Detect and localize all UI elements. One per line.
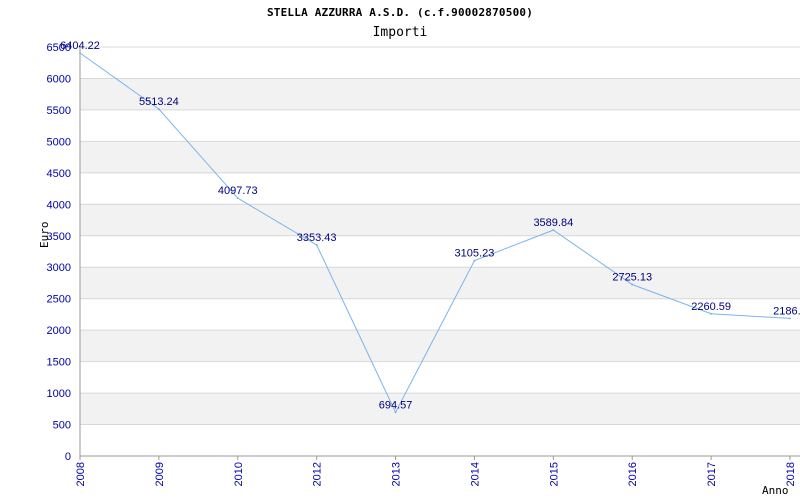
x-tick-label: 2017	[706, 462, 718, 486]
data-label: 3353.43	[297, 232, 337, 244]
chart-title: STELLA AZZURRA A.S.D. (c.f.90002870500)	[266, 6, 534, 19]
x-axis-label: Anno	[762, 484, 789, 497]
y-tick-label: 5500	[47, 105, 71, 117]
x-tick-label: 2016	[627, 462, 639, 486]
data-point	[79, 52, 81, 55]
data-point	[789, 317, 791, 320]
x-tick-label: 2008	[75, 462, 87, 486]
grid-band	[80, 78, 800, 110]
y-tick-label: 4000	[47, 199, 71, 211]
y-tick-label: 2500	[47, 294, 71, 306]
x-tick-label: 2009	[154, 462, 166, 486]
x-tick-label: 2018	[785, 462, 797, 486]
y-tick-label: 1000	[47, 388, 71, 400]
data-point	[157, 108, 160, 111]
y-axis-label: Euro	[38, 221, 51, 249]
data-point	[473, 259, 476, 262]
y-tick-label: 3500	[47, 231, 71, 243]
data-label: 3105.23	[455, 248, 495, 260]
data-label: 5513.24	[139, 96, 179, 108]
y-tick-label: 3000	[47, 262, 71, 274]
y-tick-label: 1500	[47, 357, 71, 369]
data-point	[552, 229, 555, 232]
x-tick-label: 2014	[469, 462, 481, 486]
data-label: 6404.22	[60, 40, 100, 52]
series-line	[79, 52, 791, 414]
grid-band	[80, 330, 800, 362]
data-label: 4097.73	[218, 185, 258, 197]
data-point	[394, 411, 397, 414]
grid-band	[80, 267, 800, 299]
y-tick-label: 6500	[47, 42, 71, 54]
x-tick-label: 2013	[391, 462, 403, 486]
y-tick-label: 5000	[47, 136, 71, 148]
chart-subtitle: Importi	[372, 25, 428, 40]
grid-band	[80, 204, 800, 236]
y-tick-label: 2000	[47, 325, 71, 337]
data-label: 694.57	[379, 399, 413, 411]
y-tick-label: 4500	[47, 168, 71, 180]
x-tick-label: 2010	[233, 462, 245, 486]
y-tick-label: 500	[53, 420, 71, 432]
data-point	[631, 283, 634, 286]
data-label: 2725.13	[612, 272, 652, 284]
x-tick-label: 2012	[312, 462, 324, 486]
data-label: 3589.84	[533, 217, 573, 229]
y-tick-label: 0	[65, 451, 71, 463]
data-point	[710, 312, 713, 315]
grid-band	[80, 393, 800, 425]
y-tick-label: 6000	[47, 73, 71, 85]
grid-band	[80, 141, 800, 173]
data-point	[236, 197, 239, 200]
x-tick-label: 2015	[548, 462, 560, 486]
data-label: 2260.59	[691, 301, 731, 313]
data-point	[315, 243, 318, 246]
data-label: 2186.4	[773, 305, 800, 317]
